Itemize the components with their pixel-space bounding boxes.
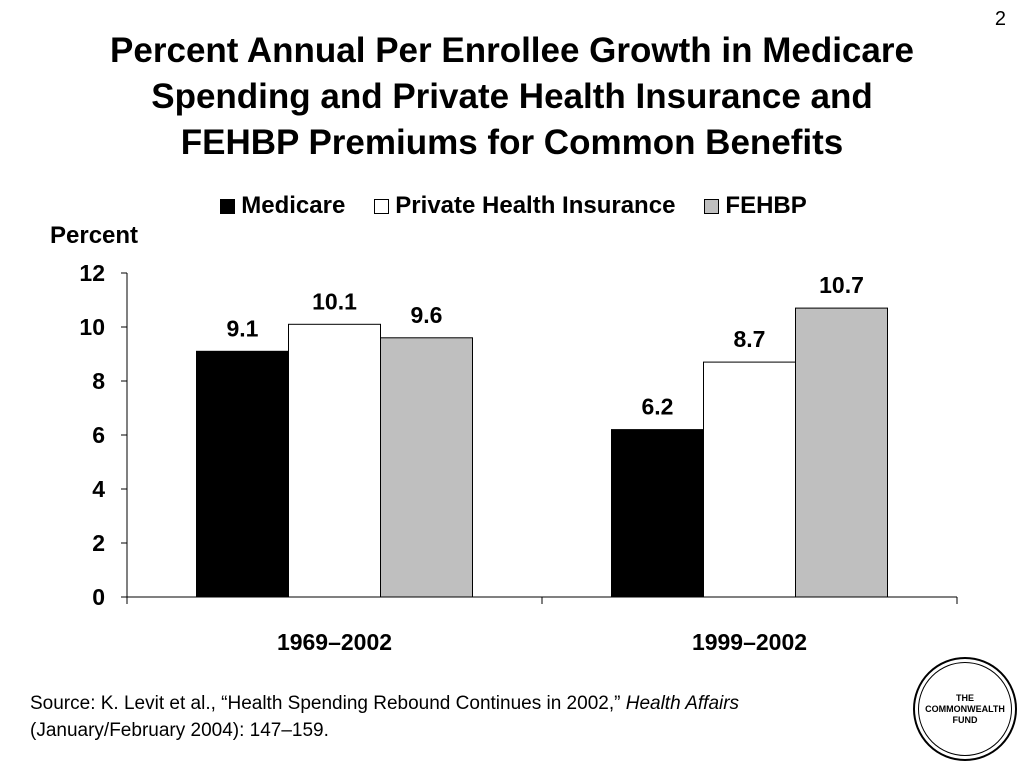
data-label: 8.7 xyxy=(734,326,766,352)
source-citation: Source: K. Levit et al., “Health Spendin… xyxy=(30,693,626,714)
bar xyxy=(795,307,888,598)
legend-label-private: Private Health Insurance xyxy=(395,192,676,219)
bar xyxy=(611,429,704,598)
y-tick-label: 12 xyxy=(79,260,105,286)
bar xyxy=(288,323,381,598)
legend-item-fehbp: FEHBP xyxy=(704,192,807,220)
x-tick-label: 1999–2002 xyxy=(692,629,807,655)
y-tick-label: 4 xyxy=(92,476,105,502)
y-axis-label: Percent xyxy=(50,222,139,249)
title-line-2: Spending and Private Health Insurance an… xyxy=(151,77,873,116)
y-tick-label: 6 xyxy=(92,422,105,448)
legend-item-private: Private Health Insurance xyxy=(374,192,675,220)
y-tick-label: 10 xyxy=(79,314,105,340)
legend-swatch-medicare xyxy=(220,198,236,214)
logo-inner-ring: THE COMMONWEALTH FUND xyxy=(918,662,1012,756)
logo-line-2: COMMONWEALTH xyxy=(925,703,1005,714)
data-label: 10.7 xyxy=(819,272,864,298)
source-line-2: (January/February 2004): 147–159. xyxy=(30,720,329,741)
bar-chart: 0 2 4 6 8 10 12 9.1 10.1 9.6 1969–2002 6.2 8.7 10.7 19… xyxy=(79,260,958,655)
source-journal: Health Affairs xyxy=(625,693,740,714)
x-tick-label: 1969–2002 xyxy=(277,629,392,655)
bar xyxy=(703,361,796,598)
source-line-1: Source: K. Levit et al., “Health Spendin… xyxy=(30,690,900,717)
data-label: 9.6 xyxy=(411,302,443,328)
legend-label-medicare: Medicare xyxy=(241,192,346,219)
commonwealth-fund-logo: THE COMMONWEALTH FUND xyxy=(913,657,1017,761)
page-title: Percent Annual Per Enrollee Growth in Me… xyxy=(0,28,1024,166)
y-tick-label: 2 xyxy=(92,530,105,556)
bar xyxy=(380,337,473,598)
data-label: 6.2 xyxy=(642,394,674,420)
legend-swatch-fehbp xyxy=(704,198,720,214)
legend-swatch-private xyxy=(374,198,390,214)
legend-label-fehbp: FEHBP xyxy=(725,192,807,219)
title-line-1: Percent Annual Per Enrollee Growth in Me… xyxy=(110,31,914,70)
slide-number: 2 xyxy=(994,8,1006,30)
data-label: 9.1 xyxy=(227,315,259,341)
legend-item-medicare: Medicare xyxy=(220,192,345,220)
title-line-3: FEHBP Premiums for Common Benefits xyxy=(180,123,844,162)
logo-line-3: FUND xyxy=(952,714,978,725)
y-tick-label: 0 xyxy=(92,584,105,610)
source-note: Source: K. Levit et al., “Health Spendin… xyxy=(30,690,900,744)
data-label: 10.1 xyxy=(312,288,357,314)
y-tick-label: 8 xyxy=(92,368,105,394)
bar xyxy=(196,350,289,598)
logo-line-1: THE xyxy=(956,692,974,703)
chart-legend: Medicare Private Health Insurance FEHBP xyxy=(0,192,1024,220)
